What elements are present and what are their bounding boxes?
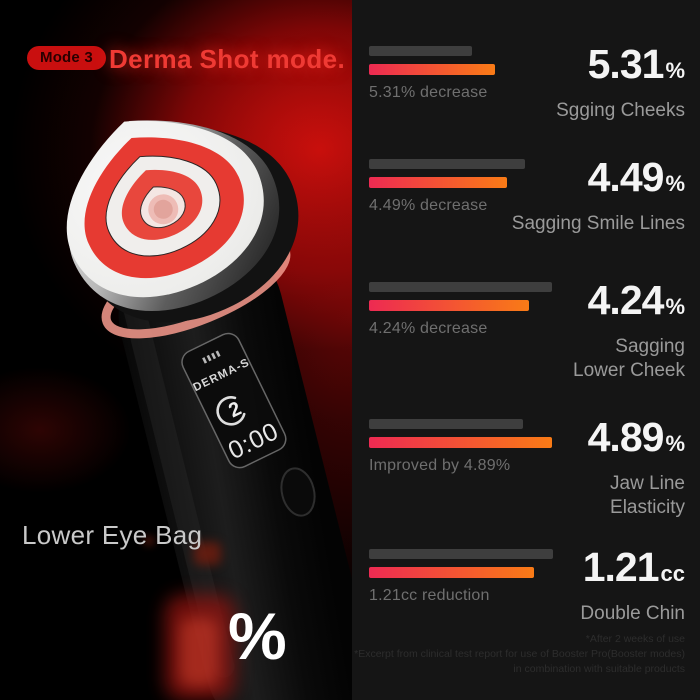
stat-value: 4.89 [587,414,665,460]
stat-value: 4.24 [587,277,665,323]
stat-unit: % [665,431,685,456]
bar-before [369,549,553,559]
bar-before [369,159,525,169]
stat-row-jaw-line: Improved by 4.89% 4.89% Jaw Line Elastic… [369,415,685,535]
stat-unit: % [665,294,685,319]
stat-row-double-chin: 1.21cc reduction 1.21cc Double Chin [369,545,685,665]
bar-after [369,437,552,448]
device-illustration: DERMA-S 2 0:00 [66,120,352,700]
bar-after [369,177,507,188]
stat-unit: cc [660,561,685,586]
bar-before [369,282,552,292]
red-glow-blob-bright [180,618,218,686]
bar-after [369,64,495,75]
stats-panel: 5.31% decrease 5.31% Sgging Cheeks 4.49%… [352,0,700,700]
stat-row-smile-lines: 4.49% decrease 4.49% Sagging Smile Lines [369,155,685,275]
page-title: Derma Shot mode. [109,44,346,74]
stat-value: 1.21 [582,544,660,590]
stat-sublabel: 4.24% decrease [369,320,488,337]
stat-sublabel: 1.21cc reduction [369,587,490,604]
mode-badge: Mode 3 [27,46,106,70]
bar-after [369,300,529,311]
stat-label: Sgging Cheeks [556,100,685,121]
stat-label: Sagging Lower Cheek [573,336,685,381]
red-glow-dot-small [143,536,155,546]
bar-after [369,567,534,578]
stat-unit: % [665,171,685,196]
stat-sublabel: Improved by 4.89% [369,457,511,474]
stat-label: Sagging Smile Lines [511,213,685,234]
stat-value: 5.31 [587,41,665,87]
footnote-line: *Excerpt from clinical test report for u… [354,648,685,660]
stat-unit: % [665,58,685,83]
bar-before [369,419,523,429]
footnotes: *After 2 weeks of use *Excerpt from clin… [354,632,685,677]
signal-bars-icon [202,350,221,364]
stat-row-lower-cheek: 4.24% decrease 4.24% Sagging Lower Cheek [369,278,685,398]
level-ring-icon [216,396,246,426]
power-button [280,467,316,517]
footnote-line: *After 2 weeks of use [585,633,685,645]
stat-row-sagging-cheeks: 5.31% decrease 5.31% Sgging Cheeks [369,42,685,162]
percent-symbol: % [228,599,287,673]
red-glow-dot [194,542,221,565]
stat-sublabel: 4.49% decrease [369,197,488,214]
device-head [66,120,299,323]
stat-label: Jaw Line Elasticity [610,473,685,518]
device-body [116,232,352,700]
product-photo-area: DERMA-S 2 0:00 Mode 3 Derma Shot mode. L… [0,0,352,700]
stat-value: 4.49 [587,154,665,200]
device-screen: DERMA-S 2 0:00 [181,332,287,469]
bar-before [369,46,472,56]
stat-label: Double Chin [580,603,685,624]
footnote-line: in combination with suitable products [513,663,685,675]
photo-caption: Lower Eye Bag [22,520,203,550]
stat-sublabel: 5.31% decrease [369,84,488,101]
